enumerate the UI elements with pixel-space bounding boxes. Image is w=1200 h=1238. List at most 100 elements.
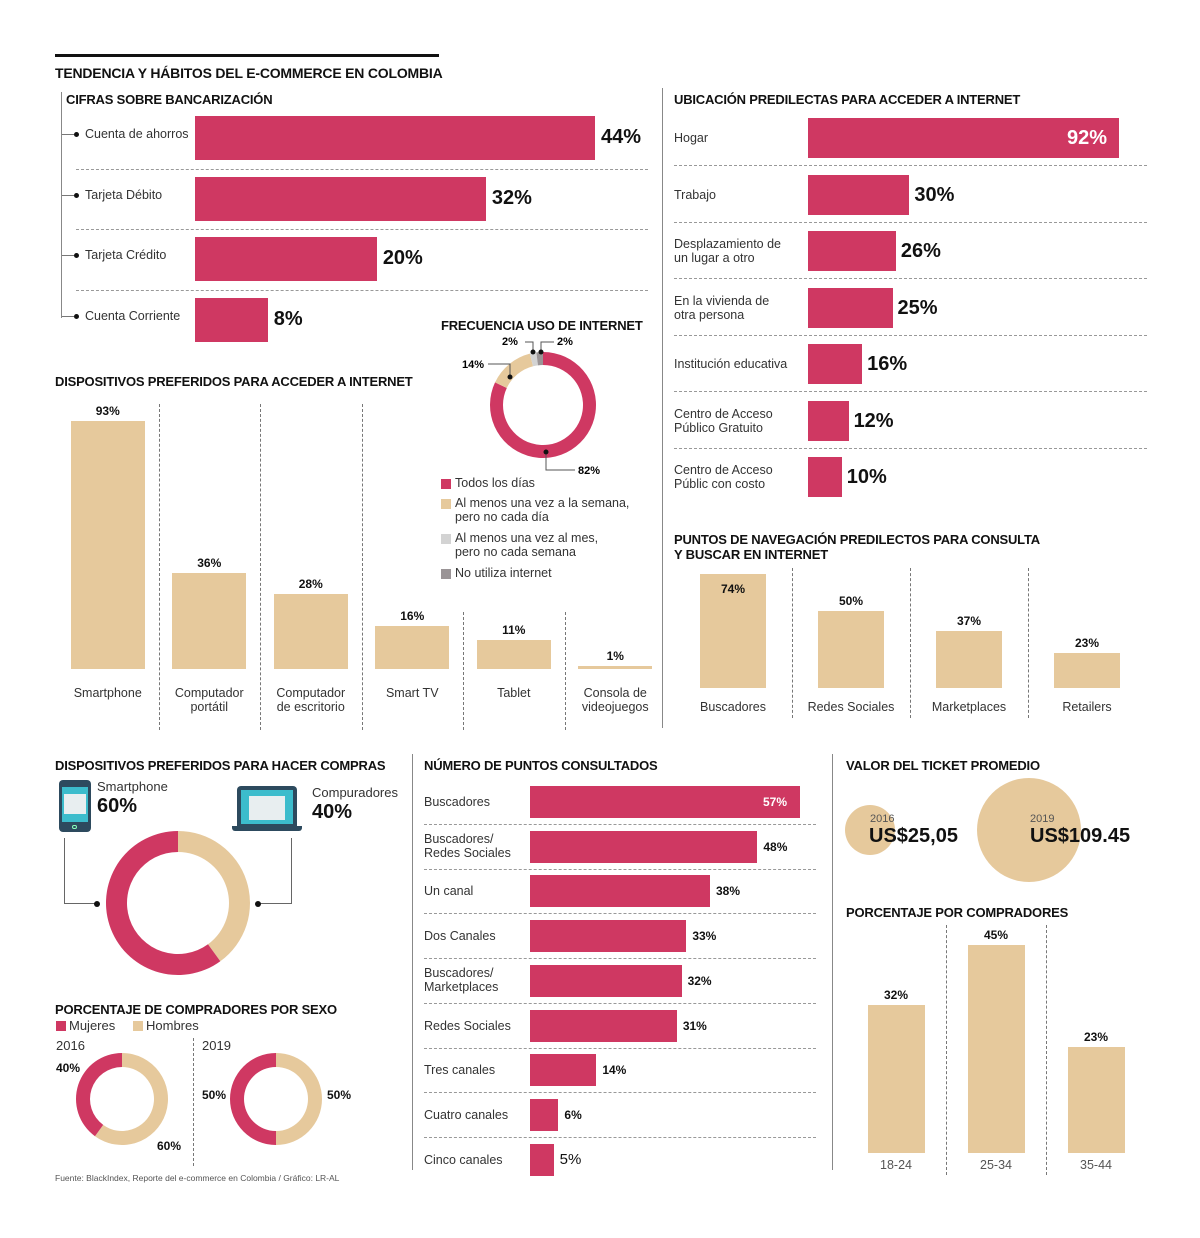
- ubicacion-bar: [808, 231, 896, 271]
- frecuencia-dot-82: [543, 449, 549, 455]
- frecuencia-legend-label: No utiliza internet: [455, 566, 552, 580]
- ubicacion-value: 12%: [853, 409, 894, 432]
- puntos-consultados-bar: [530, 875, 710, 908]
- puntos-navegacion-value: 50%: [838, 593, 864, 608]
- edad-bar: [1067, 1046, 1125, 1153]
- ubicacion-value: 30%: [914, 183, 955, 206]
- ubicacion-bar: [808, 344, 863, 384]
- ubicacion-separator: [674, 278, 1147, 279]
- puntos-consultados-separator: [424, 1092, 816, 1094]
- puntos-consultados-label: Buscadores/ Marketplaces: [424, 965, 499, 994]
- puntos-consultados-value: 5%: [559, 1150, 582, 1168]
- frecuencia-legend-label: Al menos una vez al mes, pero no cada se…: [455, 531, 599, 559]
- frecuencia-leader-2b: [540, 341, 554, 352]
- ubicacion-separator: [674, 165, 1147, 166]
- legend-swatch-hombres: [133, 1021, 143, 1031]
- ubicacion-bar: [808, 174, 910, 215]
- dispositivos-acceso-value: 28%: [298, 577, 323, 592]
- frecuencia-slice-semanal: [495, 353, 534, 388]
- dispositivos-acceso-divider: [158, 404, 160, 730]
- puntos-navegacion-divider: [910, 568, 911, 718]
- frecuencia-legend-swatch: [441, 534, 451, 544]
- dispositivos-acceso-divider: [361, 404, 363, 730]
- ubicacion-label: Hogar: [674, 131, 709, 145]
- ubicacion-bar: [808, 118, 1119, 158]
- dispositivos-acceso-bar: [476, 639, 551, 669]
- ubicacion-label: Desplazamiento de un lugar a otro: [674, 237, 782, 265]
- middle-bottom-divider: [412, 754, 413, 1170]
- sexo-2016-donut: [76, 1053, 168, 1145]
- legend-label-hombres: Hombres: [146, 1018, 199, 1033]
- frecuencia-dot-2b: [538, 349, 544, 355]
- frecuencia-dot-2a: [530, 349, 536, 355]
- dispositivos-compras-title: DISPOSITIVOS PREFERIDOS PARA HACER COMPR…: [55, 758, 386, 773]
- computer-connector: [258, 838, 292, 904]
- puntos-consultados-separator: [424, 913, 816, 915]
- sexo-divider: [193, 1038, 194, 1166]
- puntos-consultados-value: 48%: [763, 839, 788, 854]
- ubicacion-separator: [674, 221, 1147, 223]
- right-column-divider: [662, 88, 663, 728]
- ubicacion-bar: [808, 400, 849, 441]
- bancarizacion-label: Tarjeta Crédito: [85, 248, 167, 262]
- dispositivos-acceso-label: Computador portátil: [174, 686, 244, 714]
- ubicacion-label: Centro de Acceso Público Gratuito: [674, 406, 773, 435]
- puntos-navegacion-bar: [700, 574, 766, 688]
- ubicacion-label: Centro de Acceso Públic con costo: [674, 463, 773, 491]
- bancarizacion-branch: [62, 134, 74, 135]
- dispositivos-acceso-bar: [578, 666, 653, 669]
- dispositivos-acceso-divider: [564, 612, 566, 730]
- edad-label: 25-34: [980, 1158, 1012, 1172]
- dispositivos-acceso-label: Smartphone: [73, 686, 142, 700]
- dispositivos-acceso-bar: [273, 594, 348, 669]
- edad-bar: [867, 1005, 925, 1153]
- ticket-2019-year: 2019: [1030, 813, 1055, 825]
- bancarizacion-value: 8%: [273, 307, 303, 330]
- sexo-2019-donut: [230, 1053, 322, 1145]
- dispositivos-acceso-divider: [260, 404, 261, 730]
- puntos-navegacion-divider: [1028, 568, 1029, 718]
- puntos-consultados-separator: [424, 868, 816, 870]
- ubicacion-value: 26%: [900, 240, 941, 262]
- puntos-consultados-bar: [530, 1009, 677, 1042]
- ticket-2016-year: 2016: [870, 813, 895, 825]
- puntos-consultados-value: 32%: [687, 973, 712, 988]
- top-rule: [55, 54, 439, 57]
- puntos-consultados-separator: [424, 1002, 816, 1004]
- frecuencia-legend-swatch: [441, 499, 451, 509]
- puntos-consultados-label: Cinco canales: [424, 1152, 503, 1167]
- puntos-consultados-separator: [424, 1047, 816, 1049]
- sexo-2019-mujeres-value: 50%: [202, 1088, 227, 1102]
- puntos-consultados-value: 14%: [602, 1063, 627, 1078]
- puntos-consultados-label: Cuatro canales: [424, 1107, 509, 1122]
- ubicacion-title: UBICACIÓN PREDILECTAS PARA ACCEDER A INT…: [674, 92, 1021, 107]
- frecuencia-title: FRECUENCIA USO DE INTERNET: [441, 318, 643, 333]
- bancarizacion-branch: [62, 255, 74, 256]
- puntos-navegacion-value: 37%: [956, 614, 982, 628]
- compras-smartphone-label: Smartphone: [97, 779, 168, 794]
- puntos-navegacion-value: 23%: [1074, 635, 1100, 650]
- bancarizacion-value: 44%: [601, 126, 642, 148]
- frecuencia-leader-2a: [525, 341, 534, 352]
- frecuencia-leader-82: [545, 452, 575, 471]
- bancarizacion-bar: [195, 116, 595, 160]
- dispositivos-acceso-label: Consola de videojuegos: [581, 686, 649, 714]
- frecuencia-value-14: 14%: [462, 359, 484, 371]
- ticket-2016-value: US$25,05: [869, 825, 958, 847]
- smartphone-icon: [59, 780, 91, 832]
- puntos-consultados-label: Redes Sociales: [424, 1018, 511, 1033]
- bancarizacion-label: Cuenta Corriente: [85, 308, 181, 323]
- dispositivos-acceso-value: 36%: [197, 556, 222, 570]
- puntos-consultados-value: 31%: [682, 1018, 707, 1033]
- legend-label-mujeres: Mujeres: [69, 1018, 116, 1033]
- bancarizacion-branch: [62, 194, 74, 196]
- sexo-2019-hombres-value: 50%: [327, 1088, 352, 1102]
- ubicacion-value: 92%: [1067, 127, 1108, 149]
- bancarizacion-bracket: [61, 92, 62, 318]
- puntos-navegacion-bar: [818, 610, 884, 688]
- puntos-navegacion-bar: [1054, 652, 1120, 688]
- ticket-2016-bubble: [845, 805, 895, 855]
- bancarizacion-dot: [74, 192, 79, 198]
- bancarizacion-bar: [195, 176, 486, 221]
- dispositivos-acceso-label: Tablet: [497, 686, 531, 700]
